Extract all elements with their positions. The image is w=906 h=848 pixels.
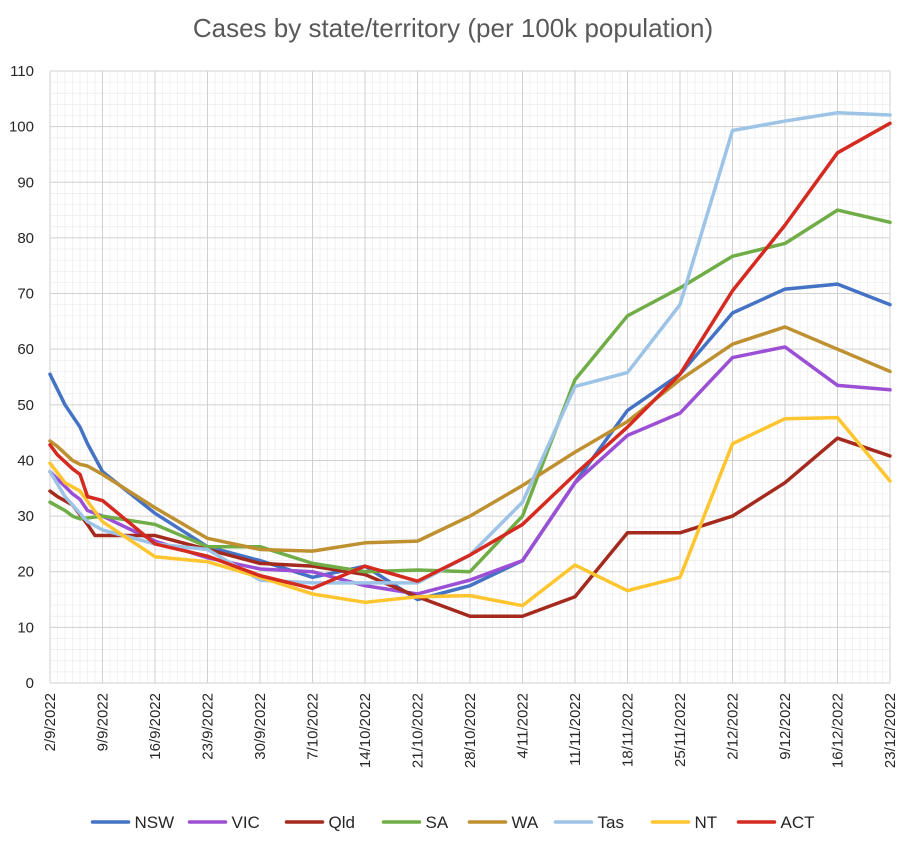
y-tick-label: 0	[26, 675, 34, 692]
x-tick-label: 30/9/2022	[252, 693, 269, 760]
legend-label-nsw: NSW	[135, 813, 175, 832]
y-tick-label: 50	[17, 397, 34, 414]
x-axis: 2/9/2022 9/9/2022 16/9/2022 23/9/2022 30/9/2…	[42, 693, 899, 768]
x-tick-label: 21/10/2022	[410, 693, 427, 768]
series-lines	[48, 110, 892, 618]
x-tick-label: 2/12/2022	[725, 693, 742, 760]
series-line-nt	[48, 415, 892, 608]
legend-label-sa: SA	[426, 813, 449, 832]
x-tick-label: 16/12/2022	[830, 693, 847, 768]
x-tick-label: 25/11/2022	[672, 693, 689, 767]
legend-label-vic: VIC	[232, 813, 260, 832]
series-line-vic	[48, 345, 892, 596]
x-tick-label: 28/10/2022	[462, 693, 479, 768]
x-tick-label: 9/9/2022	[95, 693, 112, 751]
x-tick-label: 23/9/2022	[200, 693, 217, 760]
x-tick-label: 18/11/2022	[620, 693, 637, 767]
x-tick-label: 2/9/2022	[42, 693, 59, 751]
x-tick-label: 9/12/2022	[777, 693, 794, 760]
y-tick-label: 30	[17, 508, 34, 525]
y-tick-label: 110	[10, 63, 34, 80]
x-tick-label: 7/10/2022	[305, 693, 322, 760]
y-tick-label: 40	[17, 452, 34, 469]
legend-label-act: ACT	[781, 813, 815, 832]
x-tick-label: 14/10/2022	[357, 693, 374, 768]
y-tick-label: 80	[17, 230, 34, 247]
chart-title: Cases by state/territory (per 100k popul…	[193, 13, 713, 43]
y-tick-label: 60	[17, 341, 34, 358]
series-line-qld	[48, 436, 892, 618]
x-tick-label: 4/11/2022	[515, 693, 532, 759]
y-axis: 0 10 20 30 40 50 60 70 80 90 100 110	[9, 63, 34, 692]
x-tick-label: 11/11/2022	[567, 693, 584, 766]
legend: NSW VIC Qld SA WA Tas NT ACT	[90, 813, 815, 832]
x-tick-label: 23/12/2022	[882, 693, 899, 768]
y-tick-label: 70	[17, 286, 34, 303]
series-line-act	[48, 121, 892, 591]
y-tick-label: 20	[17, 564, 34, 581]
y-tick-label: 10	[17, 619, 34, 636]
y-tick-label: 90	[17, 174, 34, 191]
legend-label-nt: NT	[695, 813, 718, 832]
y-tick-label: 100	[9, 119, 34, 136]
legend-label-qld: Qld	[329, 813, 355, 832]
series-line-wa	[48, 325, 892, 553]
x-tick-label: 16/9/2022	[147, 693, 164, 760]
legend-label-wa: WA	[512, 813, 539, 832]
legend-label-tas: Tas	[598, 813, 624, 832]
